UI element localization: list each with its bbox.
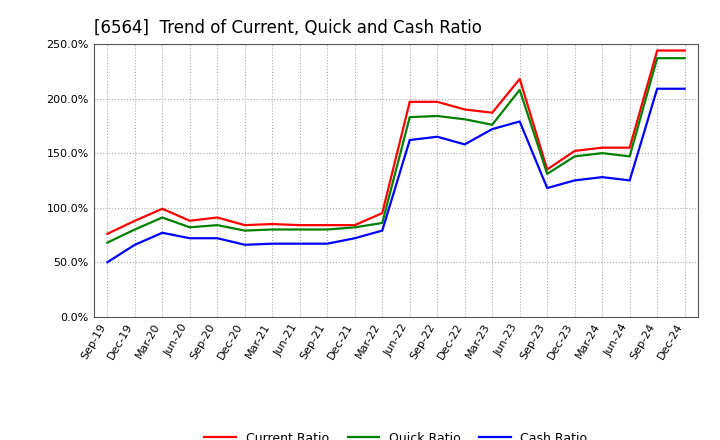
Cash Ratio [598,175,606,180]
Cash Ratio [130,242,139,247]
Quick Ratio [295,227,304,232]
Cash Ratio [460,142,469,147]
Current Ratio [460,107,469,112]
Current Ratio [268,221,276,227]
Cash Ratio [653,86,662,92]
Quick Ratio [405,114,414,120]
Current Ratio [405,99,414,104]
Quick Ratio [323,227,332,232]
Quick Ratio [488,122,497,128]
Line: Cash Ratio: Cash Ratio [107,89,685,262]
Current Ratio [240,223,249,228]
Cash Ratio [103,260,112,265]
Quick Ratio [680,55,689,61]
Cash Ratio [268,241,276,246]
Text: [6564]  Trend of Current, Quick and Cash Ratio: [6564] Trend of Current, Quick and Cash … [94,19,482,37]
Current Ratio [653,48,662,53]
Line: Quick Ratio: Quick Ratio [107,58,685,242]
Quick Ratio [130,227,139,232]
Cash Ratio [378,228,387,233]
Cash Ratio [488,126,497,132]
Cash Ratio [186,235,194,241]
Quick Ratio [240,228,249,233]
Current Ratio [213,215,222,220]
Quick Ratio [598,150,606,156]
Quick Ratio [460,117,469,122]
Current Ratio [543,167,552,172]
Quick Ratio [433,114,441,119]
Cash Ratio [295,241,304,246]
Quick Ratio [213,223,222,228]
Quick Ratio [351,225,359,230]
Cash Ratio [570,178,579,183]
Current Ratio [130,218,139,224]
Cash Ratio [405,137,414,143]
Quick Ratio [268,227,276,232]
Cash Ratio [626,178,634,183]
Cash Ratio [516,119,524,124]
Current Ratio [598,145,606,150]
Cash Ratio [213,235,222,241]
Current Ratio [158,206,166,211]
Current Ratio [295,223,304,228]
Current Ratio [433,99,441,104]
Legend: Current Ratio, Quick Ratio, Cash Ratio: Current Ratio, Quick Ratio, Cash Ratio [199,427,593,440]
Quick Ratio [516,87,524,92]
Cash Ratio [543,185,552,191]
Quick Ratio [570,154,579,159]
Cash Ratio [351,235,359,241]
Current Ratio [323,223,332,228]
Current Ratio [680,48,689,53]
Current Ratio [570,148,579,154]
Current Ratio [378,210,387,216]
Quick Ratio [378,220,387,226]
Quick Ratio [626,154,634,159]
Current Ratio [103,231,112,237]
Current Ratio [351,223,359,228]
Current Ratio [488,110,497,115]
Quick Ratio [543,171,552,176]
Current Ratio [516,76,524,81]
Cash Ratio [240,242,249,247]
Cash Ratio [433,134,441,139]
Cash Ratio [323,241,332,246]
Quick Ratio [158,215,166,220]
Quick Ratio [653,55,662,61]
Quick Ratio [186,225,194,230]
Current Ratio [626,145,634,150]
Cash Ratio [680,86,689,92]
Current Ratio [186,218,194,224]
Quick Ratio [103,240,112,245]
Cash Ratio [158,230,166,235]
Line: Current Ratio: Current Ratio [107,51,685,234]
